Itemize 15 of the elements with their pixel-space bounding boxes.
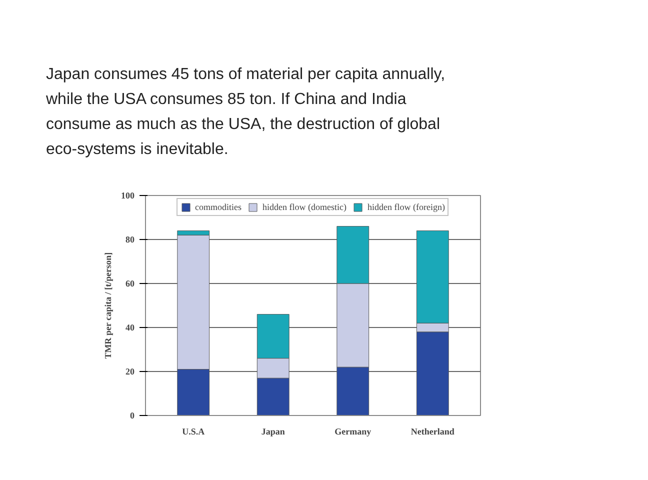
x-tick-label: Netherland xyxy=(410,426,454,436)
legend-label: hidden flow (foreign) xyxy=(368,202,445,212)
y-tick-label: 20 xyxy=(126,366,135,376)
y-tick-label: 0 xyxy=(130,410,135,420)
chart-title: Japan consumes 45 tons of material per capita annually, while the USA consumes 85 ton. If China and India consume as much as the USA, the destruction of global eco-systems is inevitable. xyxy=(46,65,446,160)
x-tick-label: Germany xyxy=(334,426,372,436)
legend-label: commodities xyxy=(195,202,242,212)
x-tick-label: Japan xyxy=(261,426,285,436)
x-tick-label: U.S.A xyxy=(182,426,206,436)
y-tick-label: 40 xyxy=(126,322,135,332)
y-tick-label: 100 xyxy=(121,190,135,200)
y-tick-label: 60 xyxy=(126,278,135,288)
legend-label: hidden flow (domestic) xyxy=(262,202,346,212)
y-axis-title: TMR per capita / [t/person] xyxy=(103,252,113,359)
y-tick-label: 80 xyxy=(126,234,135,244)
